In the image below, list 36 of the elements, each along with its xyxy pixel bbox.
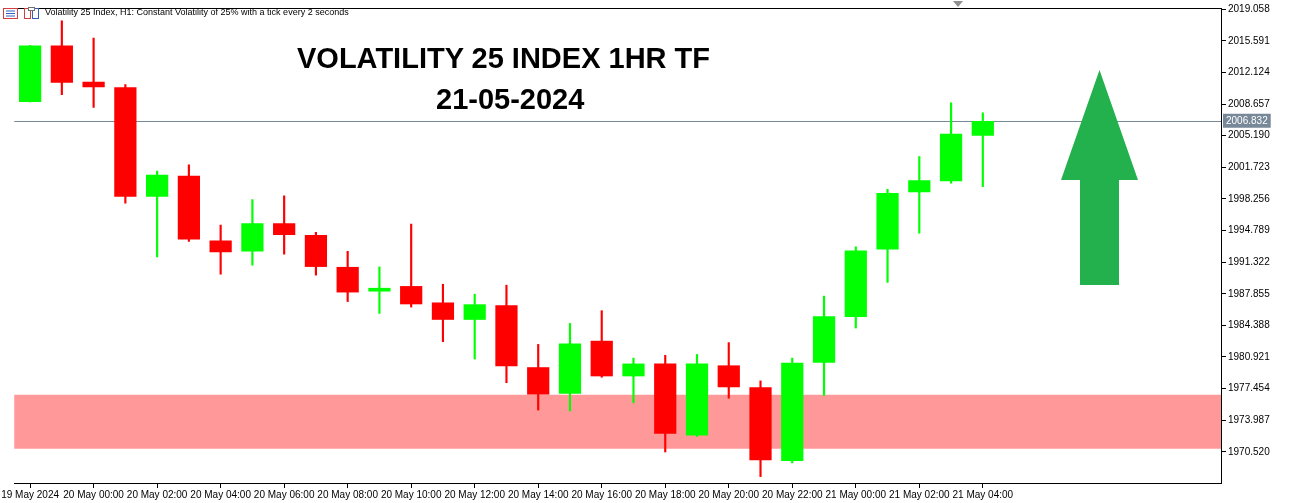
y-tick-label: 1994.789 <box>1228 224 1271 236</box>
x-tick-label: 20 May 06:00 <box>253 488 315 500</box>
x-tick-label: 20 May 02:00 <box>126 488 188 500</box>
y-tick-label: 1980.921 <box>1228 350 1271 362</box>
text: 21-05-2024 <box>436 82 585 116</box>
x-tick-label: 20 May 00:00 <box>63 488 125 500</box>
ref-line-label: 2006.832 <box>1226 114 1269 126</box>
x-tick-label: 20 May 08:00 <box>317 488 379 500</box>
y-tick-label: 1973.987 <box>1228 413 1271 425</box>
x-tick-label: 20 May 04:00 <box>190 488 252 500</box>
x-tick-label: 20 May 12:00 <box>444 488 506 500</box>
x-tick-label: 20 May 18:00 <box>634 488 696 500</box>
x-tick-label: 20 May 16:00 <box>571 488 633 500</box>
x-tick-label: 20 May 14:00 <box>507 488 569 500</box>
y-tick-label: 2001.723 <box>1228 161 1271 173</box>
candlestick <box>368 266 391 314</box>
x-tick-label: 20 May 22:00 <box>761 488 823 500</box>
candlestick <box>622 357 645 404</box>
x-tick-label: 20 May 10:00 <box>380 488 442 500</box>
x-tick-label: 21 May 04:00 <box>952 488 1014 500</box>
y-tick-label: 1984.388 <box>1228 319 1271 331</box>
y-tick-label: 1970.520 <box>1228 445 1271 457</box>
y-tick-label: 1991.322 <box>1228 255 1271 267</box>
y-tick-label: 2012.124 <box>1228 66 1271 78</box>
y-tick-label: 2005.190 <box>1228 129 1271 141</box>
x-tick-label: 20 May 20:00 <box>698 488 760 500</box>
x-tick-label: 21 May 02:00 <box>889 488 951 500</box>
y-tick-label: 2008.657 <box>1228 97 1271 109</box>
y-tick-label: 2019.058 <box>1228 3 1271 15</box>
x-tick-label: 19 May 2024 <box>1 488 60 500</box>
y-tick-label: 1977.454 <box>1228 382 1271 394</box>
x-tick-label: 21 May 00:00 <box>825 488 887 500</box>
y-tick-label: 1987.855 <box>1228 287 1271 299</box>
y-tick-label: 1998.256 <box>1228 192 1271 204</box>
text: VOLATILITY 25 INDEX 1HR TF <box>297 41 711 75</box>
y-tick-label: 2015.591 <box>1228 34 1271 46</box>
